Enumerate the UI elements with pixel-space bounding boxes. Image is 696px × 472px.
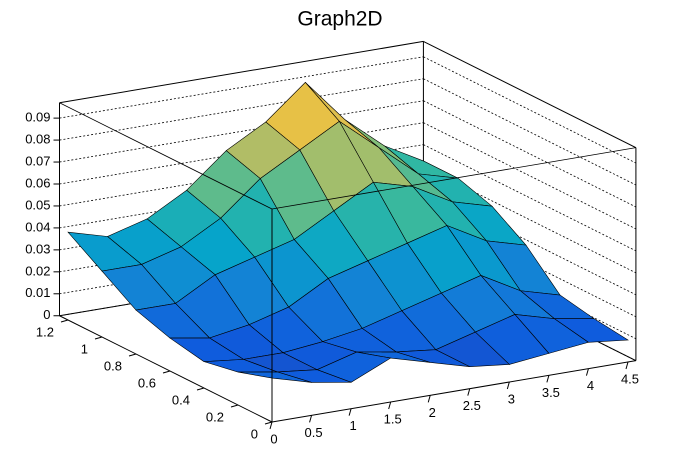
x-tick-label: 0 xyxy=(270,431,277,446)
x-tick-label: 1 xyxy=(349,418,356,433)
y-tick xyxy=(162,370,171,374)
grid-line xyxy=(423,78,637,186)
z-tick-label: 0.04 xyxy=(25,219,50,234)
y-tick xyxy=(60,319,69,323)
z-tick-label: 0 xyxy=(43,307,50,322)
x-tick xyxy=(506,381,510,390)
grid-line xyxy=(423,166,637,274)
x-tick-label: 3.5 xyxy=(542,385,560,400)
x-tick xyxy=(388,401,392,410)
y-tick-label: 0 xyxy=(251,426,258,441)
x-tick-label: 3 xyxy=(508,391,515,406)
grid-line xyxy=(59,56,424,119)
chart-title: Graph2D xyxy=(297,8,382,31)
z-tick-label: 0.06 xyxy=(25,175,50,190)
y-tick-label: 1.2 xyxy=(36,324,54,339)
z-tick-label: 0.05 xyxy=(25,197,50,212)
y-tick-label: 0.8 xyxy=(104,358,122,373)
z-tick-label: 0.02 xyxy=(25,263,50,278)
z-tick-label: 0.08 xyxy=(25,132,50,147)
grid-line xyxy=(423,232,637,340)
y-tick xyxy=(230,404,239,408)
grid-line xyxy=(423,254,637,362)
x-tick xyxy=(546,375,550,383)
x-tick-label: 2 xyxy=(429,405,436,420)
grid-line xyxy=(59,78,424,141)
box-edge xyxy=(59,102,273,210)
x-tick xyxy=(427,395,431,403)
box-edge xyxy=(59,315,273,423)
box-edge xyxy=(271,147,636,210)
y-tick xyxy=(128,353,137,357)
y-tick-label: 0.2 xyxy=(206,409,224,424)
x-tick-label: 1.5 xyxy=(384,411,402,426)
grid-line xyxy=(423,144,637,252)
y-tick xyxy=(196,387,205,391)
x-tick xyxy=(309,415,313,423)
box-edge xyxy=(271,360,636,423)
z-tick-label: 0.01 xyxy=(25,285,50,300)
y-tick-label: 0.6 xyxy=(138,375,156,390)
y-tick xyxy=(264,421,273,425)
y-tick xyxy=(94,336,103,340)
grid-line xyxy=(423,122,637,230)
z-tick-label: 0.09 xyxy=(25,110,50,125)
box-edge xyxy=(423,40,637,149)
x-tick xyxy=(625,361,629,370)
grid-line xyxy=(423,56,637,164)
x-tick xyxy=(585,368,589,376)
x-tick-label: 4 xyxy=(587,378,594,393)
x-tick-label: 4.5 xyxy=(621,371,639,386)
surface-cell xyxy=(237,371,312,383)
grid-line xyxy=(423,188,637,296)
grid-line xyxy=(59,100,424,163)
y-tick-label: 1 xyxy=(81,341,88,356)
x-tick xyxy=(467,388,471,396)
y-tick-label: 0.4 xyxy=(172,392,190,407)
box-edge xyxy=(59,40,424,104)
x-tick-label: 2.5 xyxy=(463,398,481,413)
x-tick-label: 0.5 xyxy=(305,425,323,440)
x-tick xyxy=(269,421,273,430)
grid-line xyxy=(423,100,637,208)
z-tick-label: 0.03 xyxy=(25,241,50,256)
z-tick-label: 0.07 xyxy=(25,153,50,168)
grid-line xyxy=(423,210,637,318)
x-tick xyxy=(348,408,352,416)
